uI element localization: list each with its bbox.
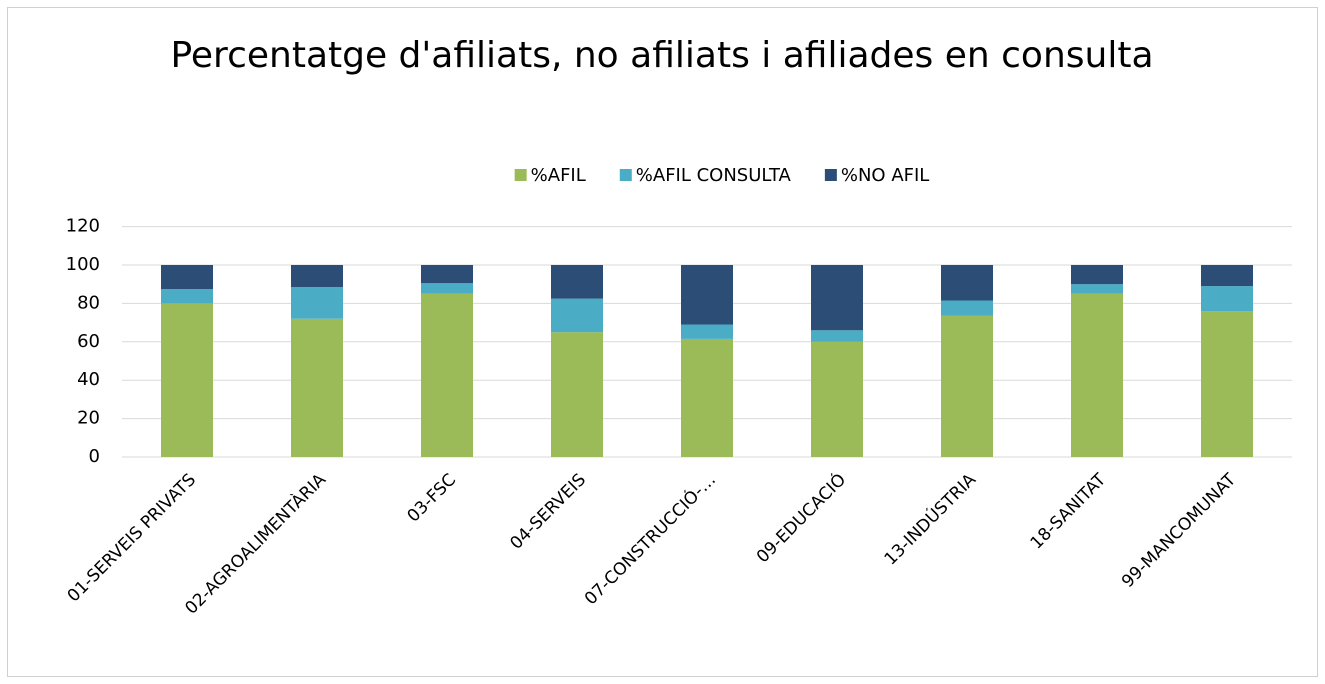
bar-segment [681,324,733,339]
legend-swatch [514,169,527,181]
y-tick-label: 0 [89,446,100,467]
y-tick-label: 80 [77,292,100,313]
bar-segment [291,287,343,319]
chart-title: Percentatge d'afiliats, no afiliats i af… [170,35,1154,76]
bar-segment [1071,293,1123,457]
bar-segment [551,298,603,333]
bar-segment [161,303,213,457]
bar-segment [1201,286,1253,312]
bar-segment [551,332,603,457]
bar-segment [161,265,213,289]
bar-segment [1201,311,1253,457]
legend-label: %NO AFIL [841,165,929,186]
bar-segment [1201,265,1253,287]
bar-segment [421,283,473,294]
bar-segment [811,341,863,457]
y-tick-label: 120 [66,216,100,237]
bar-segment [291,265,343,288]
bar-segment [681,338,733,457]
bar-segment [421,293,473,457]
legend-swatch [619,169,632,181]
legend-label: %AFIL [531,165,586,186]
bar-segment [161,289,213,304]
y-tick-label: 40 [77,369,100,390]
y-tick-label: 100 [66,254,100,275]
legend-label: %AFIL CONSULTA [636,165,792,186]
bar-segment [1071,284,1123,294]
bar-segment [681,265,733,325]
bar-segment [421,265,473,284]
bar-segment [941,300,993,316]
legend: %AFIL %AFIL CONSULTA %NO AFIL [514,165,929,186]
bar-segment [941,315,993,457]
y-tick-label: 60 [77,331,100,352]
y-tick-label: 20 [77,408,100,429]
bar-segment [811,330,863,342]
bar-segment [811,265,863,331]
bar-segment [551,265,603,299]
bar-segment [941,265,993,301]
bar-segment [291,318,343,457]
bar-segment [1071,265,1123,285]
legend-swatch [824,169,837,181]
